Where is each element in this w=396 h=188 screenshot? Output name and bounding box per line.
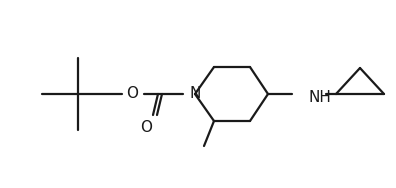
- Text: NH: NH: [308, 89, 331, 105]
- Text: O: O: [140, 121, 152, 136]
- Text: O: O: [126, 86, 138, 102]
- Text: N: N: [189, 86, 201, 102]
